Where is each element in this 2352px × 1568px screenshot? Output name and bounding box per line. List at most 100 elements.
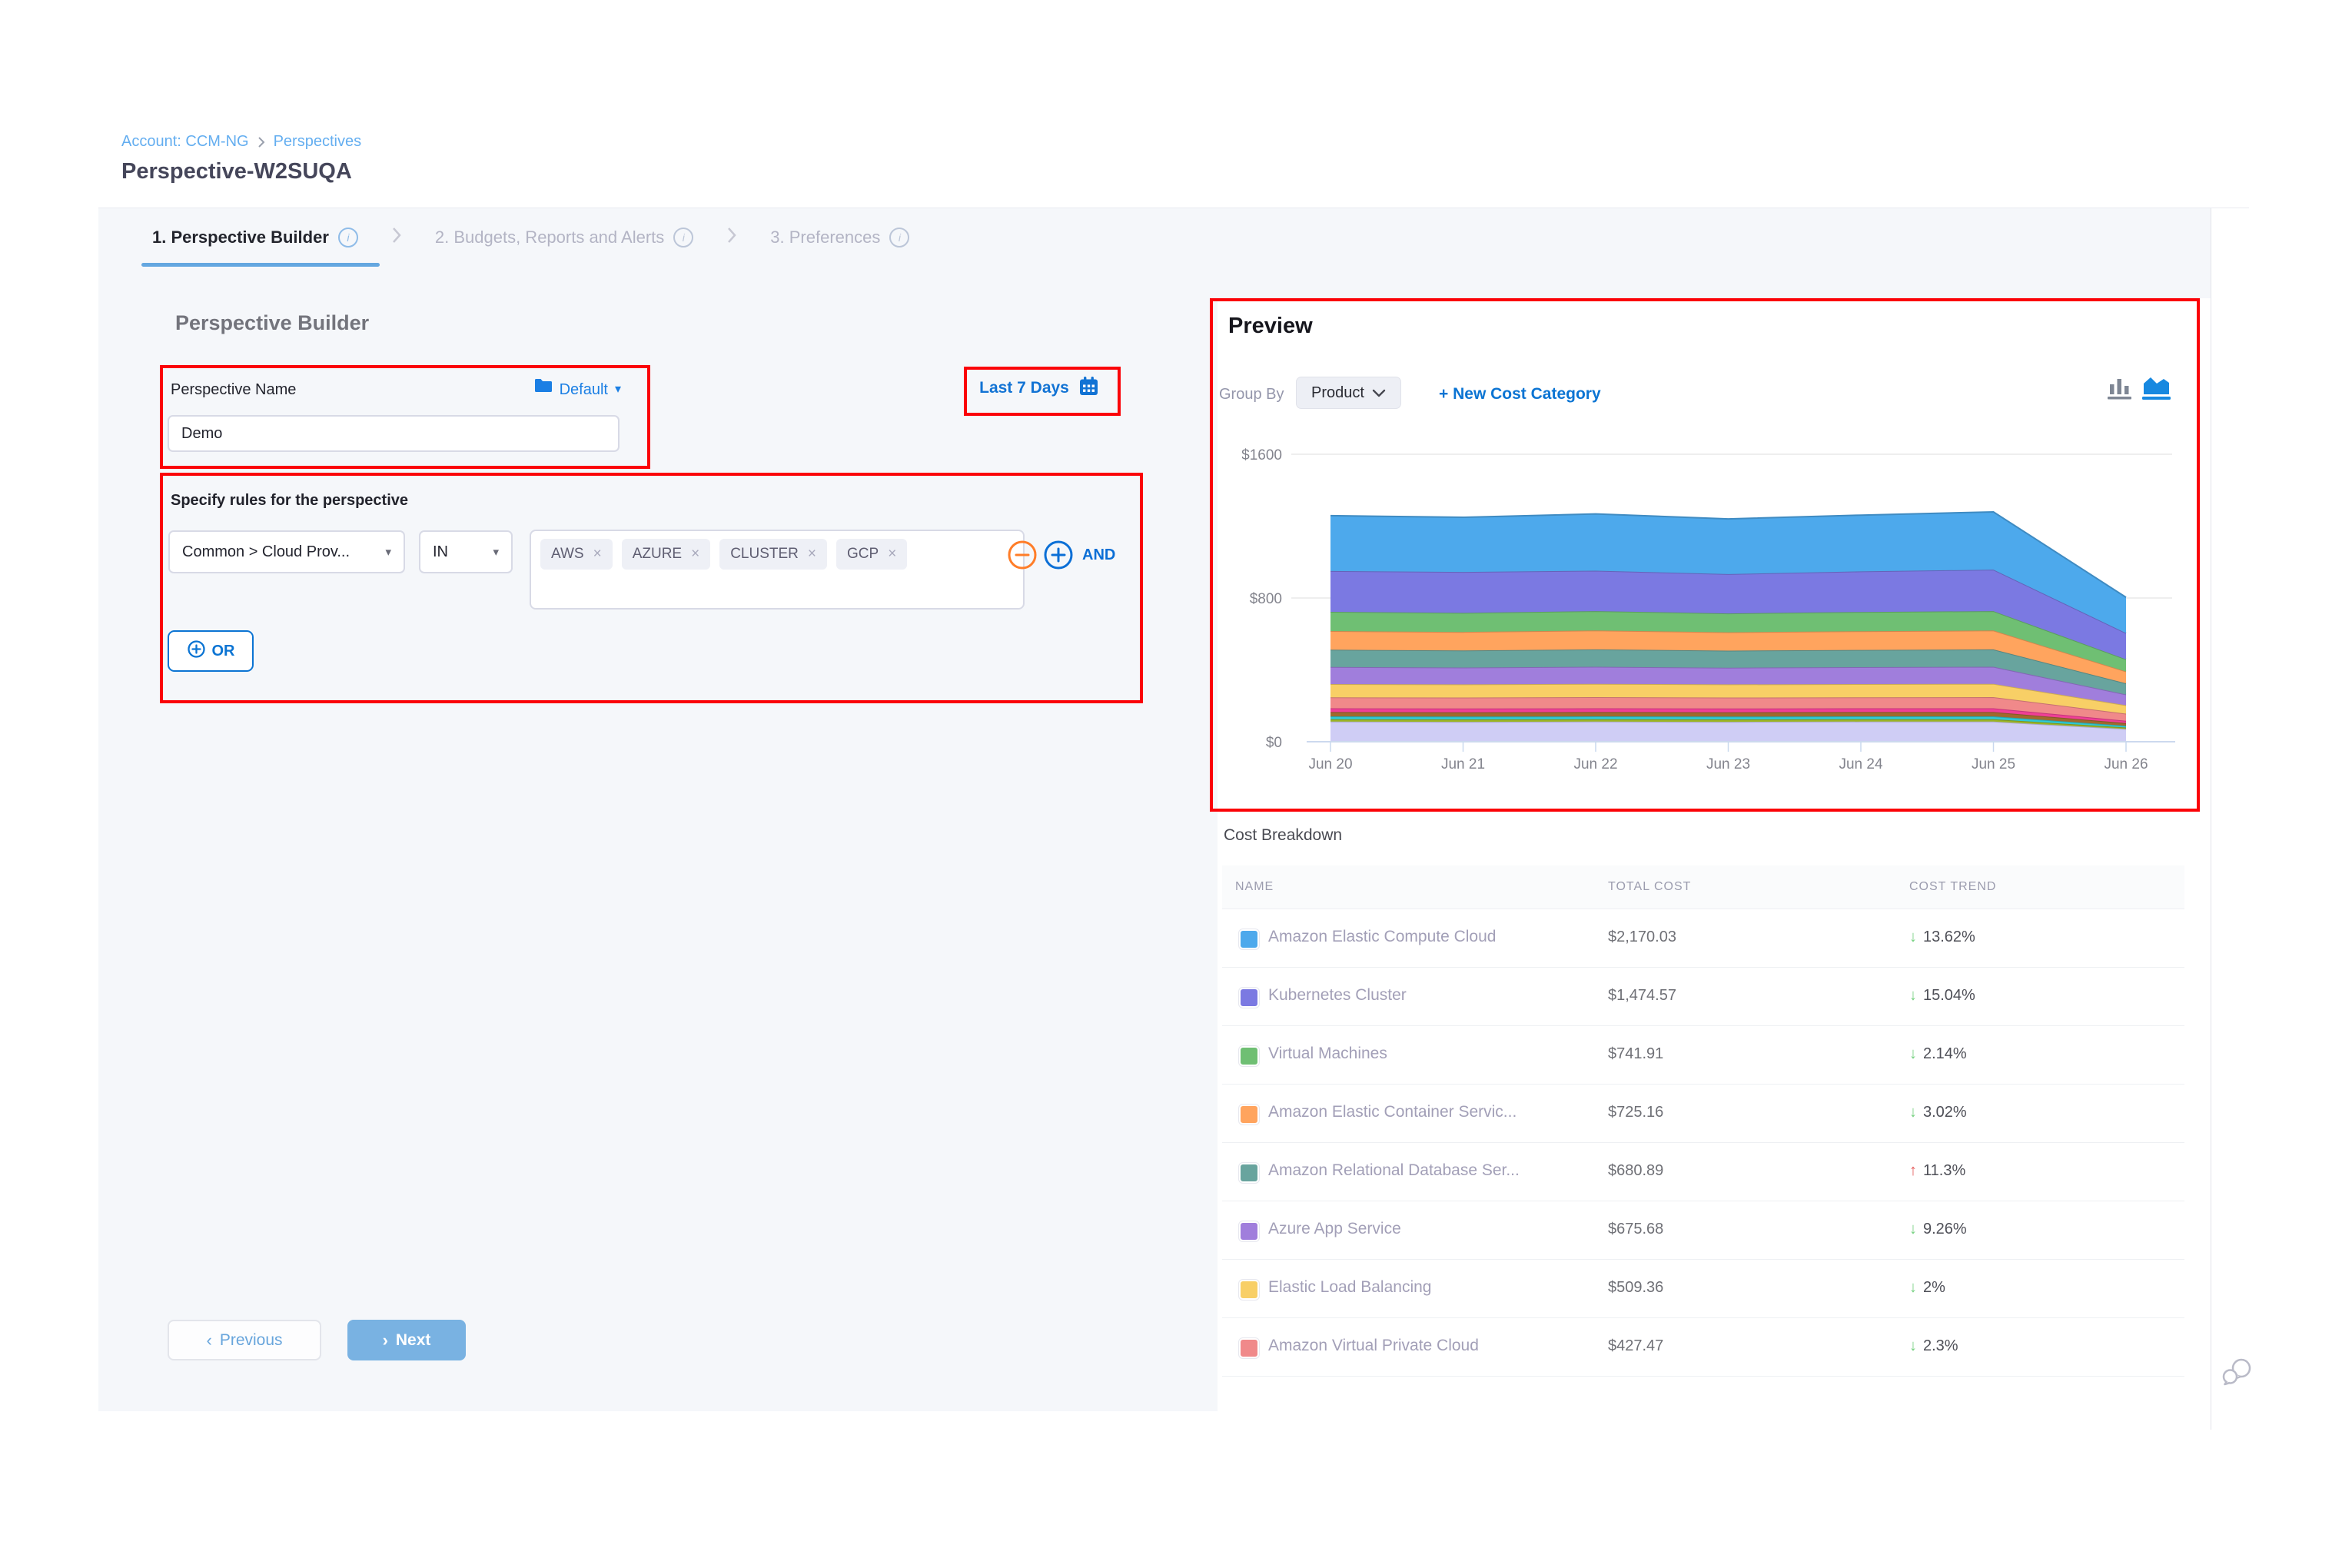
next-label: Next <box>395 1330 431 1349</box>
trend-arrow-icon: ↓ <box>1909 1279 1917 1296</box>
cost-breakdown-rows: Amazon Elastic Compute Cloud $2,170.03 ↓ 13… <box>1222 909 2184 1377</box>
cost-breakdown-heading: Cost Breakdown <box>1224 826 1343 844</box>
rule-value-chip[interactable]: GCP × <box>836 539 908 570</box>
chip-remove-icon[interactable]: × <box>888 546 897 562</box>
info-icon[interactable]: i <box>673 228 694 247</box>
rule-value-chip[interactable]: CLUSTER × <box>719 539 827 570</box>
service-name-link[interactable]: Azure App Service <box>1268 1220 1401 1237</box>
trend-arrow-icon: ↓ <box>1909 1045 1917 1062</box>
chip-remove-icon[interactable]: × <box>593 546 602 562</box>
breadcrumb-separator-icon <box>257 135 266 149</box>
rule-value-chip[interactable]: AZURE × <box>621 539 711 570</box>
tab-label: 1. Perspective Builder <box>152 228 329 247</box>
tab-perspective-builder[interactable]: 1. Perspective Builder i <box>152 228 358 247</box>
tab-preferences[interactable]: 3. Preferences i <box>770 228 910 247</box>
group-by-dropdown[interactable]: Product <box>1296 377 1401 409</box>
bar-chart-icon[interactable] <box>2108 374 2131 404</box>
breadcrumb-account-link[interactable]: Account: CCM-NG <box>121 133 249 150</box>
chip-remove-icon[interactable]: × <box>691 546 700 562</box>
date-range-label: Last 7 Days <box>979 379 1069 397</box>
total-cost-value: $1,474.57 <box>1608 987 1676 1004</box>
table-row[interactable]: Amazon Virtual Private Cloud $427.47 ↓ 2.3% <box>1222 1318 2184 1377</box>
chevron-down-icon <box>1372 384 1386 402</box>
tab-budgets-reports-alerts[interactable]: 2. Budgets, Reports and Alerts i <box>435 228 694 247</box>
next-button[interactable]: › Next <box>347 1320 466 1360</box>
cost-trend-value: ↓ 3.02% <box>1909 1104 1967 1121</box>
remove-rule-button[interactable] <box>1005 538 1039 576</box>
perspective-name-input[interactable] <box>168 415 620 452</box>
cost-trend-value: ↓ 2.14% <box>1909 1045 1967 1063</box>
active-tab-underline <box>141 263 380 267</box>
tab-label: 3. Preferences <box>770 228 881 247</box>
info-icon[interactable]: i <box>889 228 910 247</box>
rule-field-dropdown[interactable]: Common > Cloud Prov... ▾ <box>168 530 405 573</box>
total-cost-value: $427.47 <box>1608 1337 1664 1354</box>
total-cost-value: $2,170.03 <box>1608 929 1676 945</box>
info-icon[interactable]: i <box>337 228 358 247</box>
total-cost-value: $725.16 <box>1608 1104 1664 1121</box>
folder-selector-label: Default <box>559 381 608 398</box>
new-cost-category-button[interactable]: + New Cost Category <box>1439 385 1601 403</box>
service-name-link[interactable]: Kubernetes Cluster <box>1268 986 1407 1004</box>
table-row[interactable]: Amazon Elastic Container Servic... $725.1… <box>1222 1085 2184 1143</box>
cost-trend-value: ↓ 9.26% <box>1909 1221 1967 1238</box>
or-label: OR <box>211 642 235 659</box>
caret-down-icon: ▾ <box>493 546 499 559</box>
previous-label: Previous <box>219 1330 283 1349</box>
table-row[interactable]: Amazon Relational Database Ser... $680.89… <box>1222 1143 2184 1201</box>
tab-bar <box>98 208 2211 298</box>
table-row[interactable]: Kubernetes Cluster $1,474.57 ↓ 15.04% <box>1222 968 2184 1026</box>
svg-text:Jun 23: Jun 23 <box>1706 756 1750 772</box>
rule-values-box[interactable]: AWS × AZURE × CLUSTER × GCP × <box>530 530 1025 610</box>
and-condition-button[interactable]: AND <box>1082 546 1116 563</box>
total-cost-value: $741.91 <box>1608 1045 1664 1062</box>
svg-text:$1600: $1600 <box>1242 447 1282 463</box>
wizard-tabs: 1. Perspective Builder i 2. Budgets, Rep… <box>152 224 910 251</box>
table-row[interactable]: Azure App Service $675.68 ↓ 9.26% <box>1222 1201 2184 1260</box>
folder-selector[interactable]: Default ▾ <box>507 378 621 401</box>
page-title: Perspective-W2SUQA <box>121 159 352 184</box>
trend-percent: 9.26% <box>1923 1221 1967 1237</box>
service-name-link[interactable]: Elastic Load Balancing <box>1268 1278 1432 1296</box>
rule-operator-value: IN <box>433 543 448 560</box>
trend-percent: 2.3% <box>1923 1337 1958 1354</box>
chip-label: CLUSTER <box>730 546 799 562</box>
service-name-link[interactable]: Amazon Virtual Private Cloud <box>1268 1337 1479 1354</box>
trend-percent: 2.14% <box>1923 1045 1967 1062</box>
support-chat-icon[interactable] <box>2221 1357 2254 1390</box>
area-chart-icon[interactable] <box>2142 374 2171 404</box>
svg-text:Jun 20: Jun 20 <box>1308 756 1352 772</box>
chip-remove-icon[interactable]: × <box>807 546 816 562</box>
service-name-link[interactable]: Amazon Elastic Container Servic... <box>1268 1103 1517 1121</box>
table-row[interactable]: Amazon Elastic Compute Cloud $2,170.03 ↓ 13… <box>1222 909 2184 968</box>
series-color-swatch <box>1239 1105 1259 1125</box>
service-name-link[interactable]: Virtual Machines <box>1268 1045 1387 1062</box>
or-condition-button[interactable]: OR <box>168 630 254 672</box>
service-name-link[interactable]: Amazon Elastic Compute Cloud <box>1268 928 1497 945</box>
add-rule-button[interactable] <box>1041 538 1075 576</box>
trend-arrow-icon: ↑ <box>1909 1162 1917 1179</box>
trend-percent: 2% <box>1923 1279 1945 1296</box>
trend-arrow-icon: ↓ <box>1909 987 1917 1004</box>
svg-text:Jun 21: Jun 21 <box>1441 756 1485 772</box>
series-color-swatch <box>1239 1163 1259 1183</box>
table-row[interactable]: Virtual Machines $741.91 ↓ 2.14% <box>1222 1026 2184 1085</box>
breadcrumb-perspectives-link[interactable]: Perspectives <box>273 133 362 150</box>
svg-text:Jun 24: Jun 24 <box>1839 756 1882 772</box>
svg-text:Jun 22: Jun 22 <box>1573 756 1617 772</box>
cost-stacked-area-chart: $0 $800 $1600 Jun 20 Jun 21 Jun 22 Jun 23 Jun 2… <box>1242 447 2175 772</box>
cost-trend-value: ↓ 15.04% <box>1909 987 1975 1005</box>
rule-field-value: Common > Cloud Prov... <box>182 543 350 560</box>
column-cost-trend: COST TREND <box>1909 880 1997 893</box>
previous-button[interactable]: ‹ Previous <box>168 1320 321 1360</box>
trend-percent: 11.3% <box>1923 1162 1966 1179</box>
rule-operator-dropdown[interactable]: IN ▾ <box>419 530 513 573</box>
total-cost-value: $509.36 <box>1608 1279 1664 1296</box>
rule-value-chip[interactable]: AWS × <box>540 539 613 570</box>
date-range-picker[interactable]: Last 7 Days <box>964 367 1115 410</box>
svg-text:$800: $800 <box>1250 591 1282 607</box>
preview-panel <box>1218 298 2211 1430</box>
table-row[interactable]: Elastic Load Balancing $509.36 ↓ 2% <box>1222 1260 2184 1318</box>
series-color-swatch <box>1239 1221 1259 1241</box>
service-name-link[interactable]: Amazon Relational Database Ser... <box>1268 1161 1520 1179</box>
